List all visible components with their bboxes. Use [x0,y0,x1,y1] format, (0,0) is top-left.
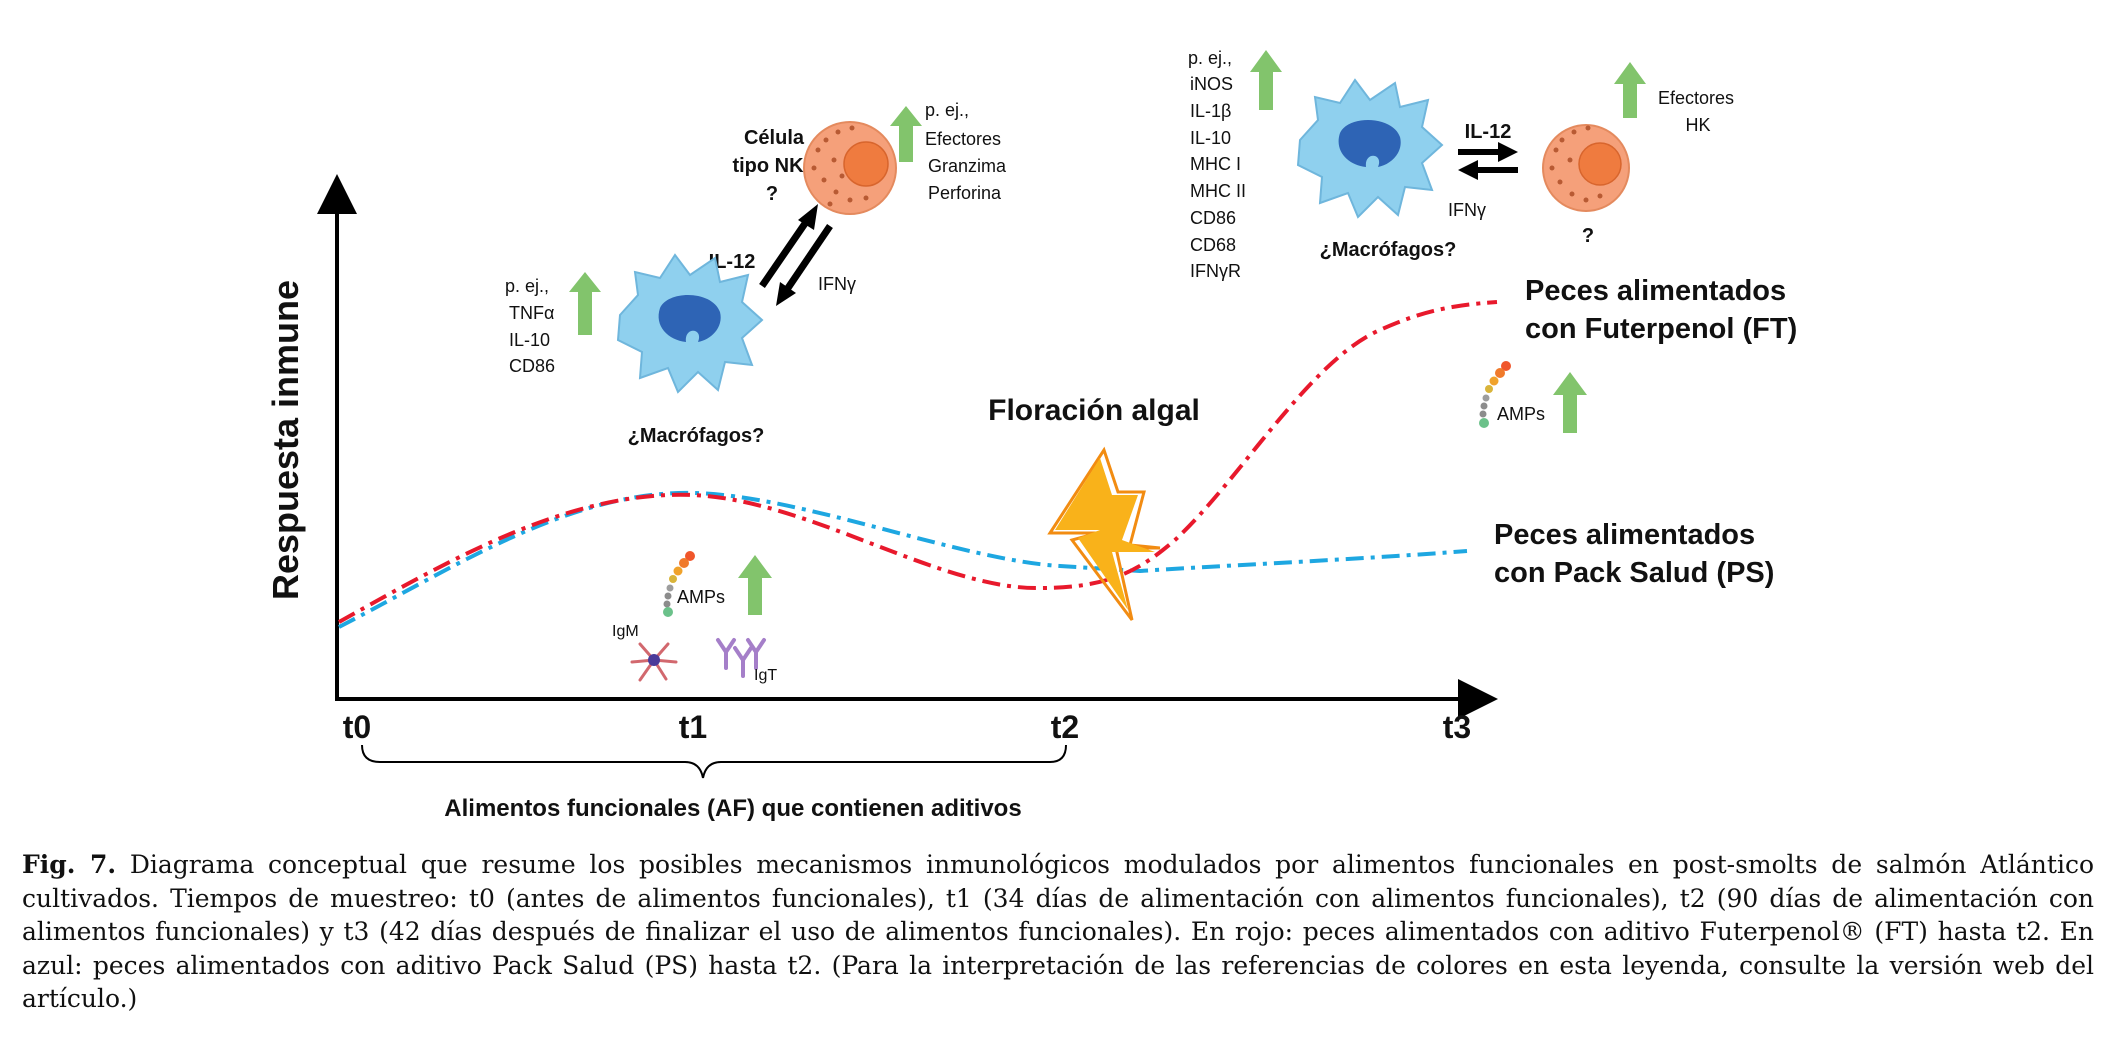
ifng-arrow-icon-t3 [1458,160,1518,180]
ft-response-curve [338,300,1498,624]
nk-title-line3: ? [766,183,778,205]
macrophage-marker-t3-5: MHC II [1190,181,1246,201]
igm-antibody-icon [630,642,678,682]
macrophage-marker-t3-7: CD68 [1190,235,1236,255]
macrophage-marker-t1-2: IL-10 [509,330,550,350]
macrophage-marker-t1-0: p. ej., [505,276,549,296]
nk-title-line2: tipo NK [732,155,804,177]
igm-label: IgM [612,623,639,640]
igt-label: IgT [754,667,777,684]
amps-label-t3: AMPs [1497,404,1545,424]
macrophage-marker-t1-3: CD86 [509,356,555,376]
macrophage-marker-t3-8: IFNγR [1190,261,1241,281]
brace-label: Alimentos funcionales (AF) que contienen… [444,795,1021,822]
figure-caption: Fig. 7. Diagrama conceptual que resume l… [22,848,2094,1016]
caption-text: Diagrama conceptual que resume los posib… [22,850,2094,1013]
macrophage-marker-t3-6: CD86 [1190,208,1236,228]
feeding-period-brace [361,744,1067,779]
amps-label-t1: AMPs [677,587,725,607]
caption-label: Fig. 7. [22,850,117,879]
amp-peptide-icon-t3 [1479,361,1511,428]
nk-effectors-3: Perforina [928,183,1002,203]
il12-label-t3: IL-12 [1465,121,1512,143]
il12-arrow-icon-t3 [1458,142,1518,162]
effectors-t3-1: HK [1685,115,1710,135]
time-label-t1: t1 [679,709,707,745]
nk-cell-icon-t1 [803,121,897,215]
macrophage-marker-t3-4: MHC I [1190,154,1241,174]
macrophage-label-t1: ¿Macrófagos? [628,425,765,447]
time-label-t3: t3 [1443,709,1471,745]
macrophage-icon-t3 [1296,78,1444,219]
macrophage-icon-t1 [616,253,764,394]
up-arrow-icon-nk-t1 [890,106,922,162]
nk-title-line1: Célula [744,127,805,149]
up-arrow-icon-amps-t1 [738,555,772,615]
amp-peptide-icon-t1 [663,551,695,617]
il12-arrow-icon [759,204,818,288]
lightning-icon [1047,446,1161,621]
effectors-t3-0: Efectores [1658,88,1734,108]
igt-antibody-icon [716,638,766,678]
macrophage-label-t3: ¿Macrófagos? [1320,239,1457,261]
ps-series-label-2: con Pack Salud (PS) [1494,557,1774,589]
ps-series-label-1: Peces alimentados [1494,519,1755,551]
up-arrow-icon-effectors-t3 [1614,62,1646,118]
nk-effectors-1: Efectores [925,129,1001,149]
macrophage-marker-t3-1: iNOS [1190,74,1233,94]
y-axis-label: Respuesta inmune [265,280,306,600]
time-label-t0: t0 [343,709,371,745]
nk-cell-icon-t3 [1542,124,1630,212]
macrophage-marker-t1-1: TNFα [509,303,554,323]
up-arrow-icon-amps-t3 [1553,372,1587,433]
figure-diagram: Respuesta inmune t0 t1 t2 t3 Alimentos f… [265,48,1797,822]
nk-effectors-2: Granzima [928,156,1007,176]
ifng-arrow-icon [776,224,833,306]
up-arrow-icon-macrophage-t3 [1250,50,1282,110]
ft-series-label-1: Peces alimentados [1525,275,1786,307]
time-label-t2: t2 [1051,709,1079,745]
nk-question-t3: ? [1582,225,1594,247]
il12-label-t1: IL-12 [709,251,756,273]
macrophage-marker-t3-0: p. ej., [1188,48,1232,68]
macrophage-marker-t3-2: IL-1β [1190,101,1231,121]
up-arrow-icon-macrophage-t1 [569,272,601,335]
macrophage-marker-t3-3: IL-10 [1190,128,1231,148]
nk-effectors-0: p. ej., [925,100,969,120]
ft-series-label-2: con Futerpenol (FT) [1525,313,1797,345]
event-label: Floración algal [988,394,1200,427]
ifng-label-t1: IFNγ [818,274,856,294]
ps-response-curve [338,490,1468,629]
ifng-label-t3: IFNγ [1448,200,1486,220]
